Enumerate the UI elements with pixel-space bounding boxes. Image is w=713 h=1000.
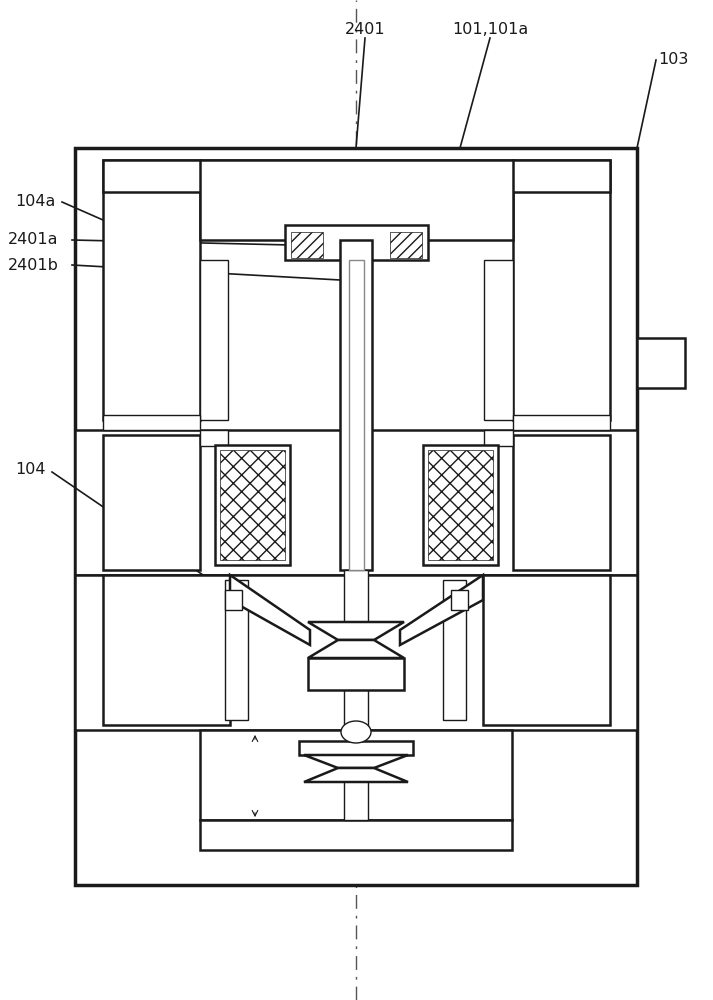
- Bar: [75, 148, 637, 885]
- Bar: [200, 160, 513, 240]
- Bar: [308, 658, 404, 690]
- Text: 2401a: 2401a: [8, 232, 58, 247]
- Polygon shape: [308, 640, 404, 658]
- Bar: [291, 232, 323, 258]
- Bar: [200, 820, 512, 850]
- Polygon shape: [400, 575, 483, 645]
- Bar: [637, 338, 685, 388]
- Polygon shape: [308, 622, 404, 640]
- Text: 2401: 2401: [344, 22, 385, 37]
- Bar: [285, 225, 428, 260]
- Bar: [75, 430, 637, 575]
- Bar: [451, 590, 468, 610]
- Bar: [200, 260, 228, 420]
- Bar: [423, 445, 498, 565]
- Text: 104: 104: [15, 462, 46, 478]
- Bar: [225, 590, 242, 610]
- Bar: [513, 415, 610, 430]
- Bar: [513, 160, 610, 420]
- Text: 2401b: 2401b: [8, 257, 59, 272]
- Bar: [299, 741, 413, 755]
- Bar: [344, 742, 368, 820]
- Text: 101,101a: 101,101a: [452, 22, 528, 37]
- Bar: [513, 435, 610, 570]
- Bar: [200, 430, 228, 446]
- Bar: [484, 260, 513, 420]
- Bar: [390, 232, 422, 258]
- Bar: [200, 730, 512, 820]
- Bar: [215, 445, 290, 565]
- Bar: [344, 570, 368, 730]
- Ellipse shape: [341, 721, 371, 743]
- Bar: [220, 450, 285, 560]
- Polygon shape: [304, 755, 408, 768]
- Polygon shape: [230, 575, 310, 645]
- Bar: [75, 575, 637, 730]
- Text: 103: 103: [658, 52, 688, 68]
- Text: 104a: 104a: [15, 194, 56, 210]
- Bar: [103, 435, 200, 570]
- Bar: [428, 450, 493, 560]
- Bar: [340, 240, 372, 570]
- Polygon shape: [304, 768, 408, 782]
- Bar: [103, 415, 200, 430]
- Bar: [103, 575, 230, 725]
- Bar: [225, 580, 248, 720]
- Bar: [349, 260, 364, 570]
- Bar: [103, 160, 200, 420]
- Bar: [103, 160, 610, 192]
- Bar: [484, 430, 513, 446]
- Bar: [483, 575, 610, 725]
- Bar: [443, 580, 466, 720]
